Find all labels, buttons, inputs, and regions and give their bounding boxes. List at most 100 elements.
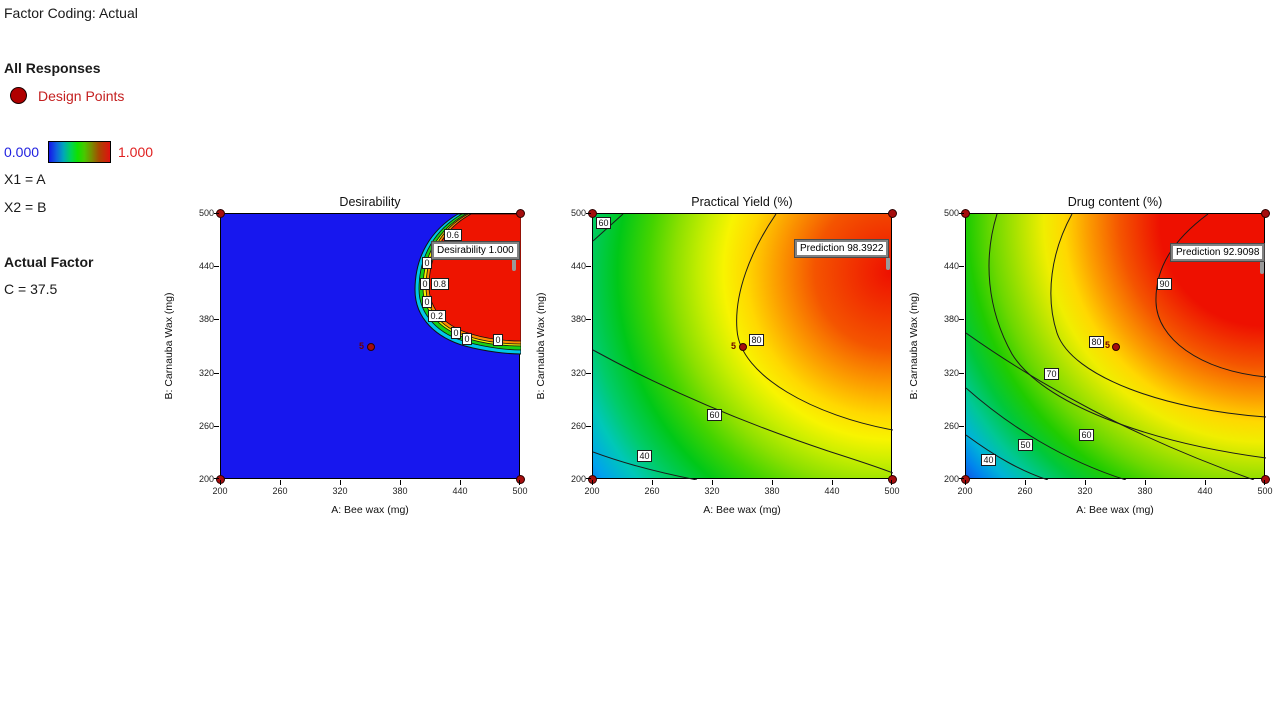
contour-label: 0 [462,333,473,345]
contour-canvas-desirability[interactable]: 0.6 0 0 0.8 0 0.2 0 0 0 Desirability 1.0… [216,209,525,484]
y-tick: 320 [198,368,214,378]
x-tick: 440 [452,486,468,496]
plot-title: Practical Yield (%) [691,195,793,209]
y-tick: 440 [198,261,214,271]
x-tick: 200 [584,486,600,496]
actual-factor-heading: Actual Factor [4,254,94,270]
x-tick: 200 [212,486,228,496]
x-tick: 500 [512,486,528,496]
plot-title: Drug content (%) [1067,195,1163,209]
center-design-point[interactable] [367,343,375,351]
y-tick: 440 [570,261,586,271]
contour-canvas-drug-content[interactable]: 90 80 70 60 50 40 Prediction 92.9098 5 [961,209,1270,484]
y-tick: 200 [570,474,586,484]
y-tick: 200 [198,474,214,484]
y-tick: 380 [943,314,959,324]
contour-label: 50 [1018,439,1034,451]
x-axis-label: A: Bee wax (mg) [1076,504,1154,516]
x-tick: 320 [1077,486,1093,496]
contour-label: 40 [981,454,997,466]
design-point[interactable] [888,209,897,218]
y-tick: 320 [943,368,959,378]
y-tick: 500 [943,208,959,218]
x-tick: 320 [332,486,348,496]
contour-lines [966,214,1266,480]
contour-label: 40 [637,450,653,462]
y-tick: 380 [198,314,214,324]
x-axis-label: A: Bee wax (mg) [703,504,781,516]
scale-max-value: 1.000 [118,144,154,160]
contour-label: 0.8 [431,278,449,290]
contour-label: 0 [451,327,462,339]
contour-label: 60 [1079,429,1095,441]
contour-canvas-practical-yield[interactable]: 60 80 60 40 Prediction 98.3922 5 [588,209,897,484]
plot-panel-desirability: Desirability B: Carnauba Wax (mg) 0.6 0 … [163,195,528,516]
x-tick: 320 [704,486,720,496]
factor-coding-label: Factor Coding: Actual [4,5,138,21]
contour-label: 80 [1089,336,1105,348]
contour-label: 0 [493,334,504,346]
x-tick: 380 [764,486,780,496]
color-gradient-bar [48,141,111,163]
flag-pin [512,259,516,271]
flag-pin [1260,262,1264,274]
y-tick: 440 [943,261,959,271]
scale-min-value: 0.000 [4,144,40,160]
x-tick: 380 [1137,486,1153,496]
x-tick: 500 [1257,486,1273,496]
all-responses-heading: All Responses [4,60,101,76]
plot-title: Desirability [339,195,401,209]
y-tick: 260 [943,421,959,431]
center-design-point[interactable] [739,343,747,351]
x-tick: 260 [644,486,660,496]
contour-label: 0 [422,257,433,269]
design-points-label: Design Points [38,88,125,104]
x-tick: 260 [272,486,288,496]
x2-factor-label: X2 = B [4,199,47,215]
x-tick: 200 [957,486,973,496]
x-tick: 380 [392,486,408,496]
x1-factor-label: X1 = A [4,171,46,187]
y-axis-label: B: Carnauba Wax (mg) [908,292,920,400]
contour-label: 60 [707,409,723,421]
contour-label: 60 [596,217,612,229]
contour-label: 0 [422,296,433,308]
x-tick: 440 [824,486,840,496]
y-tick: 380 [570,314,586,324]
design-point[interactable] [888,475,897,484]
center-point-count: 5 [731,341,737,351]
design-point[interactable] [516,475,525,484]
contour-lines [414,214,521,355]
prediction-flag[interactable]: Desirability 1.000 [431,241,520,260]
x-axis-label: A: Bee wax (mg) [331,504,409,516]
design-point[interactable] [1261,209,1270,218]
design-point[interactable] [516,209,525,218]
contour-label: 90 [1157,278,1173,290]
x-tick: 500 [884,486,900,496]
contour-label: 70 [1044,368,1060,380]
actual-factor-value: C = 37.5 [4,281,58,297]
contour-label: 0.6 [444,229,462,241]
center-point-count: 5 [359,341,365,351]
plot-panel-drug-content: Drug content (%) B: Carnauba Wax (mg) 90… [908,195,1273,516]
contour-label: 0 [420,278,431,290]
prediction-flag[interactable]: Prediction 98.3922 [793,239,890,258]
y-tick: 200 [943,474,959,484]
x-tick: 260 [1017,486,1033,496]
x-tick: 440 [1197,486,1213,496]
contour-label: 0.2 [428,310,446,322]
center-point-count: 5 [1105,340,1111,350]
prediction-flag[interactable]: Prediction 92.9098 [1169,243,1266,262]
contour-label: 80 [749,334,765,346]
flag-pin [886,258,890,270]
contour-lines [593,214,893,480]
design-point-icon [10,87,27,104]
info-panel: Factor Coding: Actual All Responses Desi… [0,0,200,320]
y-tick: 260 [198,421,214,431]
y-tick: 320 [570,368,586,378]
design-point[interactable] [1261,475,1270,484]
y-axis-label: B: Carnauba Wax (mg) [535,292,547,400]
y-tick: 500 [570,208,586,218]
center-design-point[interactable] [1112,343,1120,351]
y-tick: 500 [198,208,214,218]
